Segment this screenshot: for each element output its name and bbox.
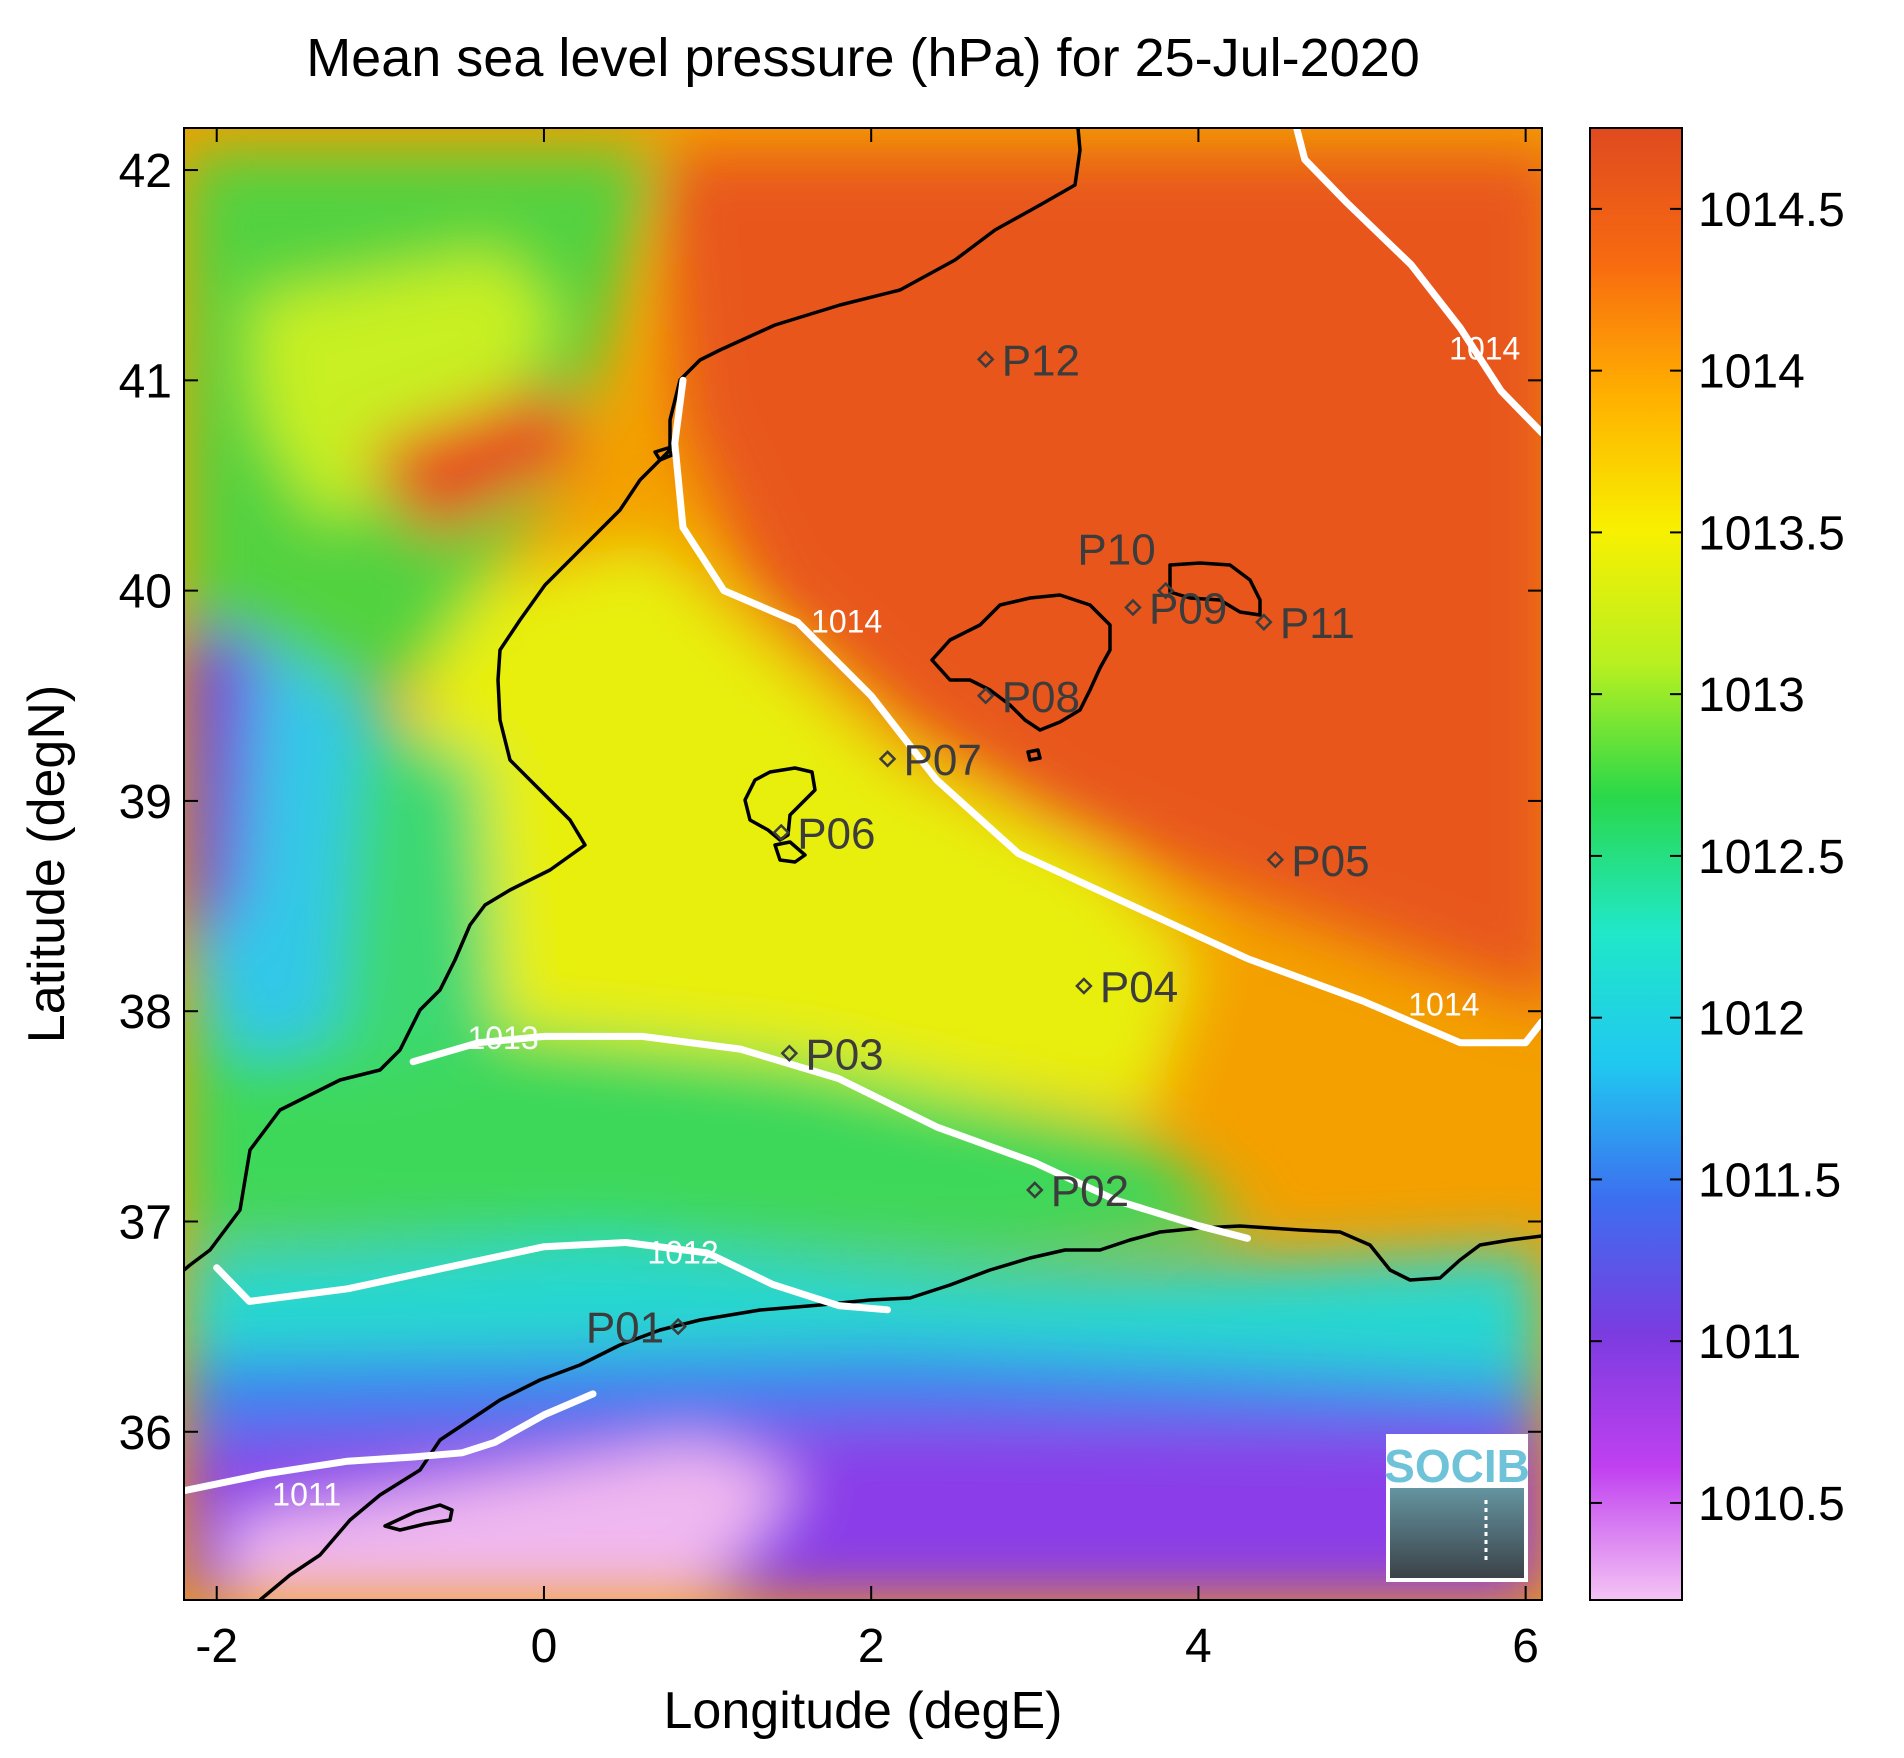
y-tick-label: 37 (119, 1196, 172, 1249)
x-axis-title: Longitude (degE) (664, 1682, 1063, 1740)
station-label-p03: P03 (805, 1030, 883, 1079)
station-label-p05: P05 (1291, 837, 1369, 886)
field-orange-core (660, 150, 1542, 1004)
coastline-columbretes (653, 446, 674, 462)
station-label-p07: P07 (904, 736, 982, 785)
contour-label-1013: 1013 (467, 1020, 538, 1056)
x-axis: -2 0 2 4 6 (195, 128, 1539, 1673)
colorbar-tick-label: 1013.5 (1698, 507, 1845, 560)
field-green-band (184, 1000, 1250, 1260)
y-tick-label: 38 (119, 986, 172, 1039)
map-frame (183, 127, 1543, 1601)
coastline-formentera (773, 840, 807, 864)
colorbar-tick-label: 1014 (1698, 346, 1805, 399)
coastline-menorca (1168, 561, 1262, 617)
x-tick-label: -2 (195, 1620, 238, 1673)
colorbar-tick-label: 1010.5 (1698, 1478, 1845, 1531)
coastline-alboran (383, 1503, 454, 1532)
station-label-p11: P11 (1280, 599, 1355, 648)
contour-line-1013 (409, 1032, 1251, 1242)
x-tick-label: 0 (531, 1620, 558, 1673)
contour-line-1011 (184, 1390, 597, 1495)
contour-label-1014: 1014 (1408, 986, 1479, 1022)
station-label-p02: P02 (1051, 1167, 1129, 1216)
colorbar-tick-label: 1012 (1698, 993, 1805, 1046)
x-tick-label: 6 (1512, 1620, 1539, 1673)
colorbar (1589, 127, 1683, 1601)
contour-line-1012 (213, 1239, 891, 1314)
logo-text: SOCIB (1384, 1440, 1530, 1492)
y-tick-label: 40 (119, 566, 172, 619)
logo-text-band (1390, 1438, 1524, 1488)
station-label-p06: P06 (797, 809, 875, 858)
y-axis: 36 37 38 39 40 41 42 (119, 145, 1542, 1460)
station-marker-p07 (878, 750, 897, 768)
chart-title: Mean sea level pressure (hPa) for 25-Jul… (306, 28, 1420, 88)
field-iberia-green (330, 720, 500, 1080)
station-marker-p12 (976, 350, 995, 369)
colorbar-tick-label: 1011 (1698, 1316, 1801, 1369)
field-pink-south (230, 1440, 800, 1600)
pressure-field (184, 150, 1542, 1600)
field-land-yellow (250, 250, 560, 520)
station-label-p08: P08 (1002, 673, 1080, 722)
station-marker-p10 (1156, 581, 1175, 600)
colorbar-tick-label: 1011.5 (1698, 1154, 1841, 1207)
colorbar-ticks: 1010.5 1011 1011.5 1012 1012.5 1013 1013.5 1014… (1590, 184, 1845, 1531)
field-yellow-band (420, 540, 1200, 1120)
station-marker-p02 (1026, 1181, 1044, 1199)
y-tick-label: 39 (119, 776, 172, 829)
station-label-p01: P01 (586, 1304, 664, 1353)
colorbar-tick-label: 1014.5 (1698, 184, 1845, 237)
station-marker-p03 (780, 1044, 799, 1063)
station-label-p04: P04 (1100, 963, 1178, 1012)
station-marker-p06 (772, 823, 790, 842)
socib-logo: SOCIB (1384, 1434, 1530, 1582)
coastline-majorca (930, 593, 1112, 732)
contour-label-1014: 1014 (811, 604, 882, 640)
y-tick-label: 41 (119, 355, 172, 408)
coastline-iberia-east (184, 128, 1082, 1272)
contour-label-1011: 1011 (272, 1476, 341, 1512)
coastline-cabrera (1026, 748, 1042, 762)
colorbar-tick-label: 1012.5 (1698, 831, 1845, 884)
contour-line-1014 (671, 376, 1542, 1047)
station-marker-p01 (669, 1317, 687, 1336)
coastline-ibiza (743, 766, 817, 842)
y-axis-title: Latitude (degN) (18, 685, 76, 1043)
field-land-red (360, 380, 580, 540)
station-marker-p05 (1266, 851, 1285, 869)
colorbar-tick-label: 1013 (1698, 669, 1805, 722)
station-label-p10: P10 (1077, 526, 1155, 575)
y-tick-label: 42 (119, 145, 172, 198)
station-label-p12: P12 (1002, 336, 1080, 385)
y-tick-label: 36 (119, 1407, 172, 1460)
coastline-africa-north (258, 1224, 1542, 1600)
x-tick-label: 2 (858, 1620, 885, 1673)
contour-line-1014 (1293, 128, 1542, 437)
station-marker-p09 (1124, 598, 1142, 617)
station-marker-p04 (1075, 977, 1093, 995)
station-marker-p08 (976, 687, 995, 705)
station-marker-p11 (1255, 613, 1273, 631)
x-tick-label: 4 (1185, 1620, 1212, 1673)
field-blue-band (184, 1350, 1542, 1440)
contour-label-1012: 1012 (647, 1235, 718, 1271)
coastlines (184, 128, 1542, 1600)
